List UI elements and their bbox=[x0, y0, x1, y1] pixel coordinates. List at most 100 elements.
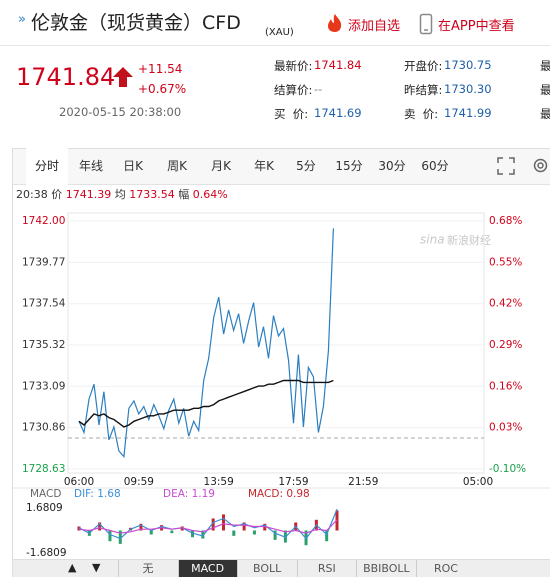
tab[interactable]: 5分 bbox=[296, 159, 316, 173]
field-label: 开盘价: bbox=[404, 59, 443, 73]
add-watchlist[interactable]: 添加自选 bbox=[348, 19, 401, 34]
macd-title: MACD bbox=[30, 488, 61, 500]
settings-icon[interactable] bbox=[531, 156, 550, 175]
indicator-tab[interactable]: BBIBOLL bbox=[356, 560, 416, 577]
tab[interactable]: 年线 bbox=[78, 159, 103, 173]
x-tick-label: 05:00 bbox=[463, 476, 493, 488]
y2-tick-label: 0.42% bbox=[489, 298, 522, 310]
scroll-arrow[interactable]: ▼ bbox=[92, 561, 101, 574]
field-label: 最新价: bbox=[274, 59, 313, 73]
macd-bar bbox=[98, 522, 102, 531]
x-tick-label: 17:59 bbox=[278, 476, 308, 488]
fullscreen-icon[interactable] bbox=[497, 157, 515, 175]
tab[interactable]: 周K bbox=[167, 159, 187, 173]
field-value: 1741.99 bbox=[444, 106, 492, 120]
divider bbox=[0, 45, 550, 46]
plot-frame bbox=[67, 212, 485, 474]
info-value: 1733.54 bbox=[129, 188, 175, 201]
macd-bar bbox=[263, 523, 267, 531]
quote-time: 2020-05-15 20:38:00 bbox=[59, 105, 182, 119]
watermark-logo: sina bbox=[420, 233, 445, 247]
info-value: 0.64% bbox=[192, 188, 228, 201]
field-label: 最 bbox=[540, 59, 550, 73]
y2-tick-label: 0.03% bbox=[489, 422, 522, 434]
macd-bar bbox=[273, 530, 277, 540]
field-label: 昨结算: bbox=[404, 83, 443, 97]
tab[interactable]: 年K bbox=[254, 159, 274, 173]
scroll-arrow[interactable]: ▲ bbox=[68, 561, 77, 574]
indicator-tab[interactable]: BOLL bbox=[237, 560, 297, 577]
macd-bar bbox=[232, 530, 236, 536]
field-label: 卖 价: bbox=[404, 107, 439, 121]
price-line bbox=[78, 228, 334, 459]
macd-bar bbox=[242, 522, 246, 531]
y2-tick-label: 0.68% bbox=[489, 215, 522, 227]
y2-tick-label: 0.55% bbox=[489, 256, 522, 268]
field-value: 1730.30 bbox=[444, 82, 492, 96]
macd-bar bbox=[118, 530, 122, 544]
field-label: 买 价: bbox=[274, 107, 309, 121]
info-label: 幅 bbox=[178, 188, 190, 201]
macd-bar bbox=[201, 530, 205, 539]
field-value: 1741.69 bbox=[314, 106, 362, 120]
macd-bar bbox=[211, 518, 215, 531]
tab[interactable]: 月K bbox=[211, 159, 231, 173]
macd-bar bbox=[77, 526, 81, 531]
dea-label: DEA: 1.19 bbox=[163, 488, 215, 500]
y-tick-label: 1735.32 bbox=[22, 339, 65, 351]
indicator-tab[interactable]: ROC bbox=[416, 560, 475, 577]
info-time: 20:38 bbox=[16, 188, 48, 201]
y2-tick-label: 0.16% bbox=[489, 380, 522, 392]
y-tick-label: 1737.54 bbox=[22, 298, 66, 310]
x-tick-label: 06:00 bbox=[64, 476, 94, 488]
field-value: -- bbox=[314, 82, 323, 96]
y-tick-label: 1733.09 bbox=[22, 380, 65, 392]
field-label: 最 bbox=[540, 83, 550, 97]
tab[interactable]: 60分 bbox=[421, 159, 449, 173]
indicator-tab[interactable]: RSI bbox=[296, 560, 356, 577]
chart-panel bbox=[12, 148, 550, 577]
y2-tick-label: 0.29% bbox=[489, 339, 522, 351]
tab-bar bbox=[13, 149, 550, 185]
y-tick-label: 1728.63 bbox=[22, 463, 65, 475]
open-in-app[interactable]: 在APP中查看 bbox=[438, 19, 515, 34]
info-label: 均 bbox=[114, 188, 126, 201]
x-tick-label: 21:59 bbox=[348, 476, 378, 488]
watermark: 新浪财经 bbox=[447, 233, 491, 247]
last-price: 1741.84 bbox=[16, 63, 116, 91]
tab[interactable]: 分时 bbox=[26, 148, 68, 186]
indicator-tab[interactable]: 无 bbox=[118, 560, 177, 577]
macd-label: MACD: 0.98 bbox=[248, 488, 310, 500]
macd-line bbox=[78, 508, 338, 540]
y-tick-label: 1.6809 bbox=[26, 502, 63, 514]
macd-bar bbox=[325, 530, 329, 542]
page-title: 伦敦金（现货黄金）CFD bbox=[31, 12, 241, 34]
fire-icon bbox=[328, 14, 342, 32]
field-value: 1730.75 bbox=[444, 58, 492, 72]
price-line bbox=[78, 379, 334, 428]
y-tick-label: 1730.86 bbox=[22, 422, 66, 434]
y-tick-label: -1.6809 bbox=[26, 547, 67, 559]
macd-bar bbox=[170, 530, 174, 534]
tab[interactable]: 日K bbox=[123, 159, 143, 173]
tab[interactable]: 30分 bbox=[378, 159, 406, 173]
info-value: 1741.39 bbox=[65, 188, 112, 201]
field-value: 1741.84 bbox=[314, 58, 362, 72]
dif-label: DIF: 1.68 bbox=[74, 488, 121, 500]
symbol-code: (XAU) bbox=[265, 27, 294, 38]
header-mark: » bbox=[18, 12, 26, 27]
indicator-tab[interactable]: MACD bbox=[177, 560, 237, 577]
tab[interactable]: 15分 bbox=[335, 159, 363, 173]
macd-bar bbox=[108, 530, 112, 542]
macd-bar bbox=[139, 523, 143, 531]
field-label: 最 bbox=[540, 107, 550, 121]
info-label: 价 bbox=[51, 188, 63, 201]
macd-bar bbox=[149, 530, 153, 535]
macd-bar bbox=[252, 530, 256, 535]
macd-line bbox=[78, 519, 338, 534]
y-tick-label: 1739.77 bbox=[22, 256, 65, 268]
price-change: +11.54 bbox=[138, 62, 183, 76]
info-row: 20:38 价 1741.39 均 1733.54 幅 0.64% bbox=[16, 186, 228, 202]
